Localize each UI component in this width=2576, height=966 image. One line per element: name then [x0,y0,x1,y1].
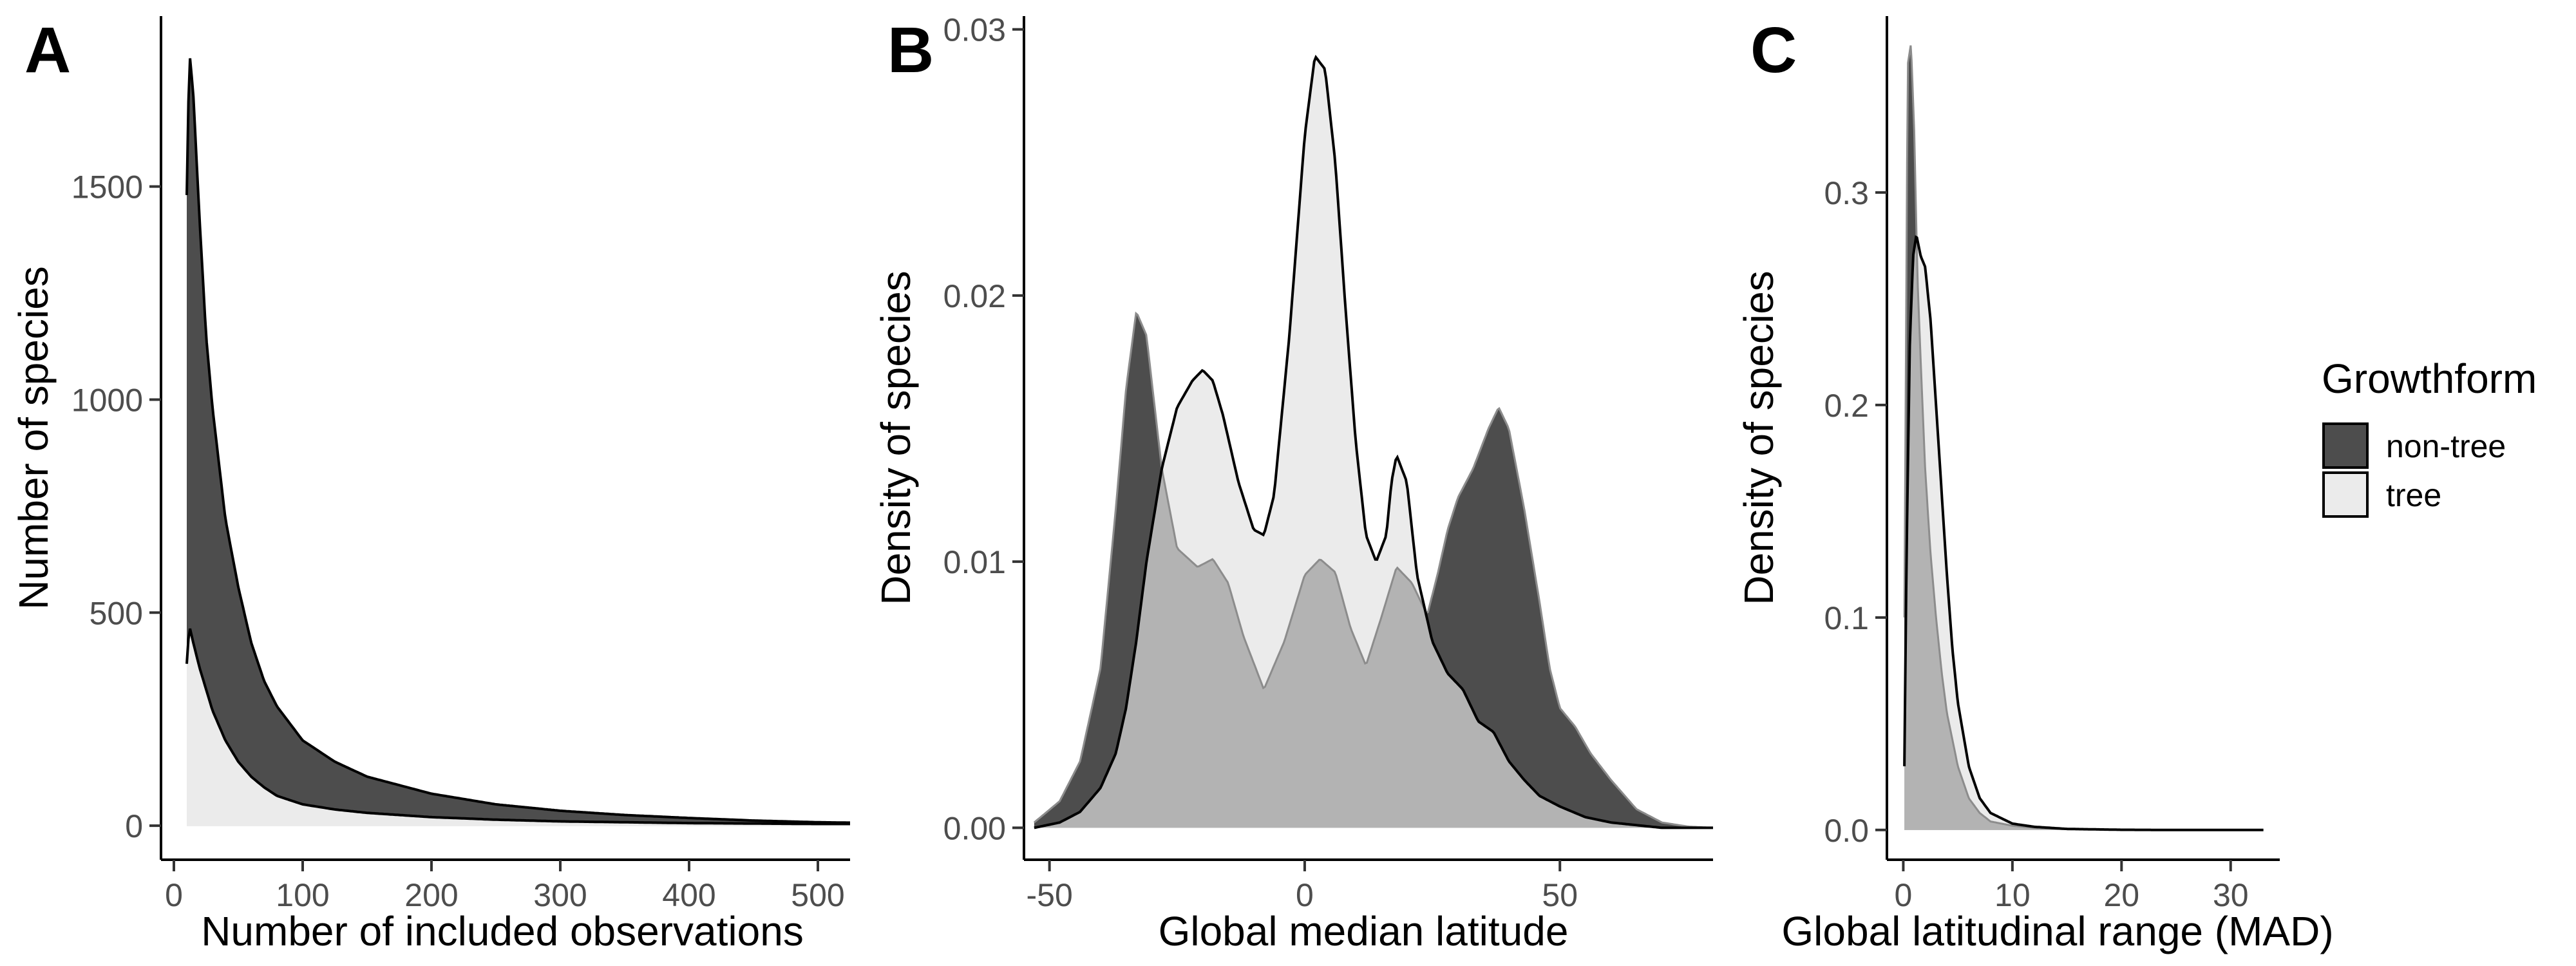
plot-area-c: 0 10 20 30 0.0 0.1 0.2 0.3 [1824,16,2280,913]
y-tick-label: 0.00 [943,810,1006,846]
x-tick-label: 30 [2213,877,2249,913]
y-tick-label: 0.01 [943,544,1006,580]
line-non-tree-a [185,58,850,824]
x-axis-title-b: Global median latitude [1159,908,1569,954]
legend-swatch-tree [2322,471,2369,518]
line-tree-b [1034,55,1713,829]
legend-swatch-non-tree [2322,422,2369,469]
x-axis-title-c: Global latitudinal range (MAD) [1781,908,2333,954]
area-non-tree-a [187,58,850,826]
line-non-tree-b [1033,311,1714,829]
y-tick-label: 0.0 [1824,813,1869,849]
plot-area-b: -50 0 50 0.00 0.01 0.02 0.03 [943,12,1714,913]
panel-c: C 0 10 20 30 0.0 0.1 0.2 0.3 Global latitudinal… [1736,14,2334,954]
x-tick-label: 500 [791,877,844,913]
legend-label-non-tree: non-tree [2386,428,2506,464]
y-tick-label: 0.02 [943,278,1006,314]
area-overlap-b [1034,470,1713,828]
x-tick-label: 0 [1895,877,1913,913]
x-tick-label: 50 [1542,877,1578,913]
y-tick-label: 500 [90,595,143,631]
x-tick-label: 300 [533,877,587,913]
x-tick-label: 200 [404,877,458,913]
panel-letter-b: B [887,14,934,86]
legend: Growthform non-tree tree [2322,355,2537,518]
y-tick-label: 0.3 [1824,175,1869,211]
x-tick-label: 10 [1994,877,2031,913]
x-tick-label: -50 [1026,877,1072,913]
x-tick-label: 400 [662,877,715,913]
y-tick-label: 0 [125,808,143,844]
panel-b: B -50 0 50 0.00 0.01 0.02 0.03 Global median l… [873,12,1714,954]
panel-letter-a: A [24,14,71,86]
y-tick-label: 0.03 [943,12,1006,48]
area-tree-c [1904,237,2264,830]
y-tick-label: 1500 [71,169,143,205]
legend-title: Growthform [2322,355,2537,402]
y-tick-label: 0.1 [1824,600,1869,636]
y-axis-title-a: Number of species [10,266,57,610]
line-tree-c [1903,235,2264,831]
y-tick-label: 1000 [71,382,143,418]
x-axis-title-a: Number of included observations [201,908,804,954]
x-tick-label: 100 [276,877,329,913]
y-tick-label: 0.2 [1824,388,1869,424]
x-tick-label: 0 [1296,877,1314,913]
y-axis-title-b: Density of species [873,270,919,605]
legend-label-tree: tree [2386,477,2441,513]
area-tree-a [187,629,850,826]
x-tick-label: 0 [165,877,183,913]
x-tick-label: 20 [2103,877,2139,913]
y-axis-title-c: Density of species [1736,270,1782,605]
panel-a: A 0 100 200 300 400 500 0 500 1000 1500 Number of… [10,14,850,954]
panel-letter-c: C [1750,14,1797,86]
plot-area-a: 0 100 200 300 400 500 0 500 1000 1500 [71,16,850,913]
line-tree-a [185,628,850,826]
area-overlap-c [1904,237,2264,830]
